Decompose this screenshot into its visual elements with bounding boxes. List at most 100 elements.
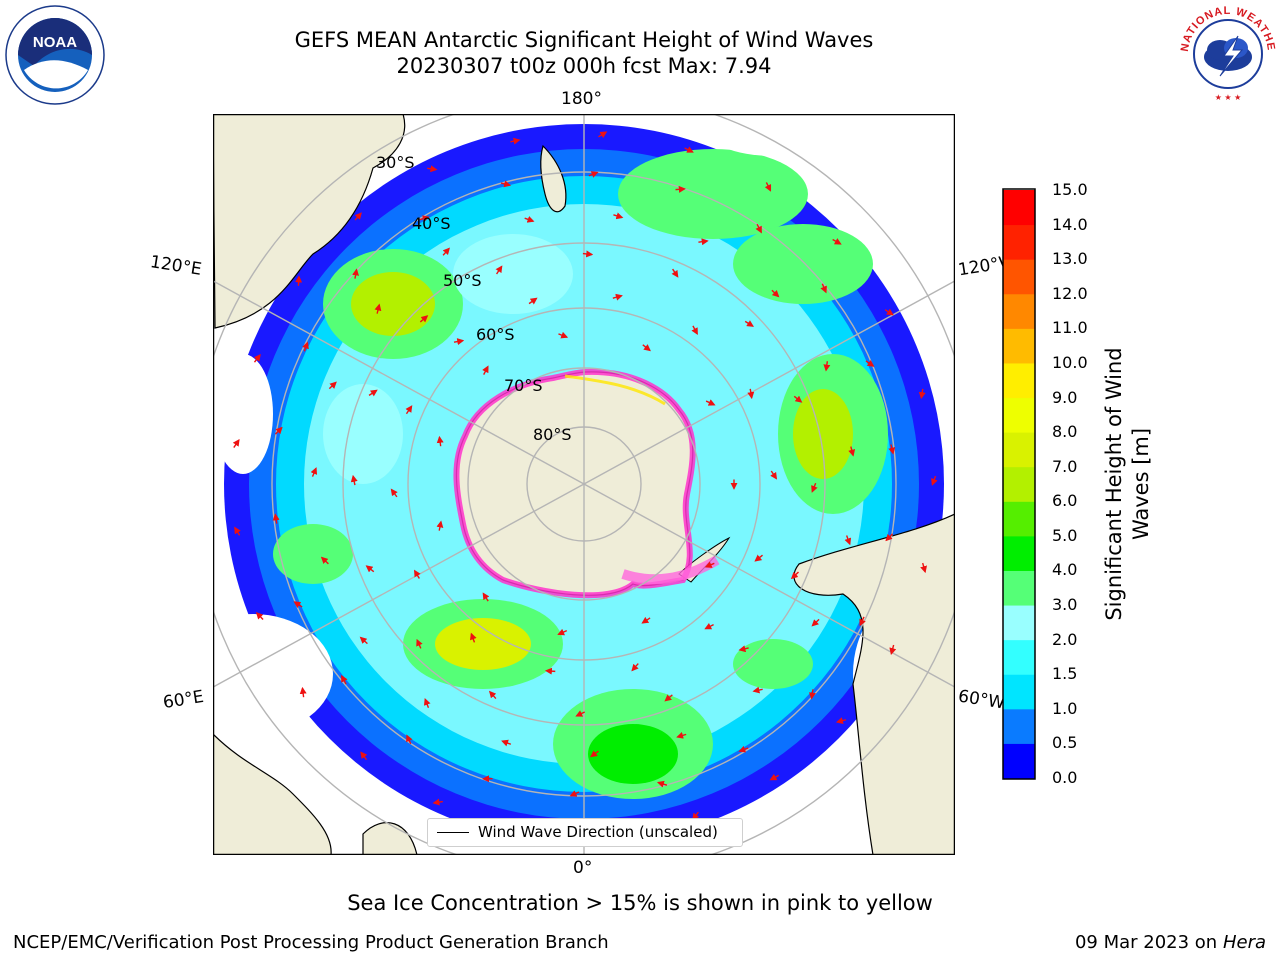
colorbar-tick-label: 2.0 (1052, 629, 1078, 649)
wave-direction-arrow (510, 137, 521, 145)
wave-direction-arrow (832, 238, 842, 245)
wave-direction-arrow (664, 694, 673, 702)
colorbar-segment (1003, 466, 1035, 502)
wave-direction-arrow (436, 520, 444, 531)
wave-direction-arrow (495, 265, 503, 275)
wave-direction-arrow (350, 474, 358, 486)
lon-label-120e: 120°E (148, 252, 203, 280)
australia-landmass (214, 115, 406, 329)
wave-height-field (214, 115, 954, 854)
colorbar-tick-label: 0.5 (1052, 733, 1078, 753)
colorbar-segment (1003, 362, 1035, 399)
colorbar-segment (1003, 224, 1035, 260)
wave-direction-arrow (295, 275, 303, 286)
antarctic-map (213, 114, 955, 855)
south-america-landmass (793, 513, 954, 854)
wave-direction-arrow (844, 535, 852, 546)
wave-direction-arrow (302, 341, 309, 352)
colorbar-tick-label: 11.0 (1052, 318, 1088, 338)
wave-direction-arrow (500, 180, 512, 188)
wave-direction-arrow (310, 467, 318, 477)
wave-direction-arrow (341, 674, 348, 685)
wave-blob (733, 639, 813, 689)
wave-direction-arrow (631, 663, 639, 672)
legend-line-sample (437, 832, 469, 833)
wave-direction-arrow (920, 562, 927, 574)
wave-direction-arrow (368, 389, 378, 397)
colorbar-segment (1003, 501, 1035, 537)
colorbar-tick-label: 6.0 (1052, 491, 1078, 511)
wave-direction-arrow (641, 616, 651, 624)
wave-direction-arrow (884, 308, 894, 316)
wave-direction-arrow (755, 223, 762, 234)
map-frame (213, 114, 955, 855)
wave-direction-arrow (528, 297, 538, 305)
lat-label-40s: 40°S (412, 214, 451, 233)
chart-subtitle: 20230307 t00z 000h fcst Max: 7.94 (396, 54, 772, 78)
madagascar-landmass (362, 822, 418, 854)
wave-direction-arrow (918, 388, 926, 400)
wave-direction-arrow (764, 182, 772, 192)
noaa-logo: NOAA (5, 5, 105, 105)
colorbar-tick-label: 1.5 (1052, 664, 1078, 684)
lat-label-50s: 50°S (443, 271, 482, 290)
wave-direction-arrow (255, 612, 264, 621)
wave-direction-arrow (859, 616, 866, 627)
wave-direction-arrow (427, 165, 438, 173)
sea-ice-ross (564, 374, 666, 406)
lat-label-30s: 30°S (376, 153, 415, 172)
colorbar-tick-label: 10.0 (1052, 352, 1088, 372)
svg-text:★ ★ ★: ★ ★ ★ (1215, 93, 1242, 102)
wave-direction-arrow (671, 268, 679, 278)
chart-title: GEFS MEAN Antarctic Significant Height o… (294, 28, 874, 52)
colorbar-segment (1003, 259, 1035, 295)
wave-direction-arrow (359, 636, 368, 645)
wave-direction-arrow (234, 526, 241, 536)
colorbar-tick-label: 4.0 (1052, 560, 1078, 580)
colorbar-tick-label: 3.0 (1052, 595, 1078, 615)
wave-direction-arrow (684, 146, 694, 153)
colorbar-tick-label: 13.0 (1052, 249, 1088, 269)
wave-direction-arrow (524, 216, 535, 223)
wave-direction-arrow (770, 470, 778, 480)
wave-direction-arrow (675, 185, 686, 193)
colorbar-tick-label: 7.0 (1052, 456, 1078, 476)
sea-ice-note: Sea Ice Concentration > 15% is shown in … (347, 891, 933, 915)
lon-label-60e: 60°E (161, 686, 206, 714)
wave-direction-arrow (656, 780, 668, 788)
footer-credit: NCEP/EMC/Verification Post Processing Pr… (13, 932, 609, 953)
wave-direction-arrow (365, 565, 375, 573)
colorbar-tick-label: 15.0 (1052, 180, 1088, 199)
wave-direction-arrow (820, 283, 827, 294)
wave-blob (323, 384, 403, 484)
wave-direction-arrow (413, 569, 421, 579)
wave-direction-arrow (482, 365, 489, 375)
wave-direction-arrow (590, 750, 599, 758)
wave-direction-arrow (738, 645, 749, 653)
wave-direction-arrow (676, 731, 687, 739)
colorbar (1002, 188, 1036, 780)
wave-direction-arrow (328, 381, 337, 390)
wave-direction-arrow (419, 315, 429, 323)
colorbar-segment (1003, 432, 1035, 468)
wave-direction-arrow (253, 353, 261, 363)
wave-direction-arrow (612, 293, 623, 301)
wave-direction-arrow (704, 561, 715, 568)
wave-blob (733, 224, 873, 304)
wave-direction-arrow (390, 488, 398, 498)
lat-label-70s: 70°S (504, 376, 543, 395)
wave-direction-arrow (320, 556, 329, 565)
new-zealand-landmass (540, 144, 567, 213)
colorbar-label: Significant Height of Wind Waves [m] (1102, 347, 1153, 621)
colorbar-tick-label: 8.0 (1052, 422, 1078, 442)
wave-blob (793, 389, 853, 479)
colorbar-tick-label: 5.0 (1052, 525, 1078, 545)
wave-direction-arrow (352, 268, 360, 279)
wave-direction-arrow (299, 686, 307, 698)
wave-direction-arrow (488, 690, 497, 700)
footer-date: 09 Mar 2023 on Hera (1074, 932, 1266, 953)
colorbar-segment (1003, 328, 1035, 364)
calm-area (703, 115, 843, 156)
colorbar-segment (1003, 605, 1035, 641)
wave-direction-arrow (374, 303, 382, 314)
